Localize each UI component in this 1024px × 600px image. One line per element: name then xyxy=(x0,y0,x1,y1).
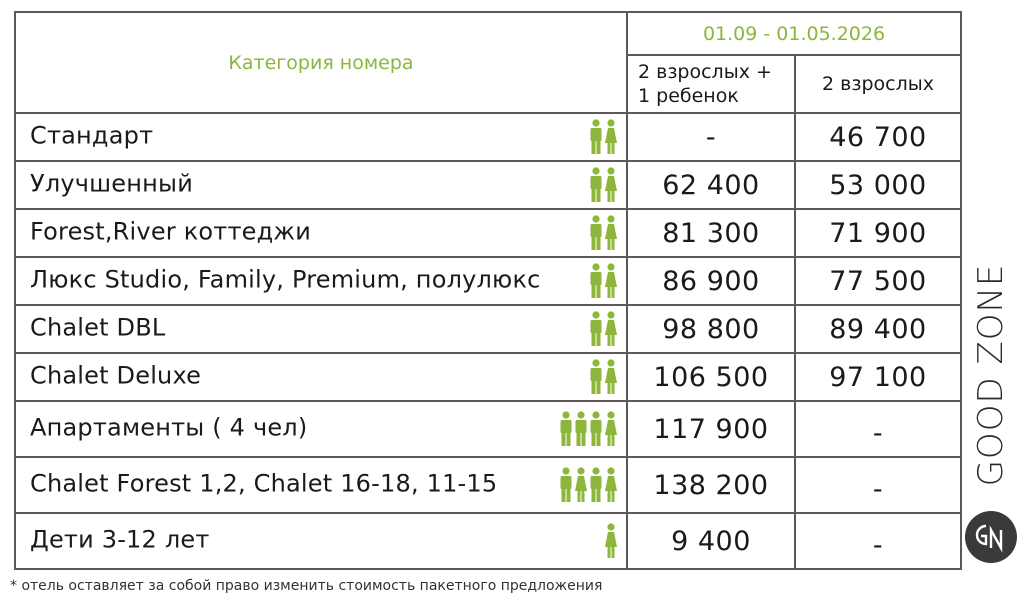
price-2-adults: - xyxy=(794,400,962,458)
table-row: Улучшенный 62 400 53 000 xyxy=(14,160,962,210)
male-person-icon xyxy=(589,263,603,299)
column-header-2-adults: 2 взрослых xyxy=(794,54,962,114)
price-2-adults-1-child: 117 900 xyxy=(626,400,796,458)
occupancy-icons xyxy=(559,467,618,503)
category-name: Chalet DBL xyxy=(30,313,166,342)
table-row: Дети 3-12 лет 9 400- xyxy=(14,512,962,570)
period-header: 01.09 - 01.05.2026 xyxy=(626,11,962,56)
occupancy-icons xyxy=(559,411,618,447)
occupancy-icons xyxy=(589,359,618,395)
male-person-icon xyxy=(589,411,603,447)
category-name: Стандарт xyxy=(30,121,154,150)
female-person-icon xyxy=(604,523,618,559)
price-2-adults: 71 900 xyxy=(794,208,962,258)
category-name: Forest,River коттеджи xyxy=(30,217,312,246)
occupancy-icons xyxy=(604,523,618,559)
price-2-adults: - xyxy=(794,456,962,514)
price-2-adults-1-child: 106 500 xyxy=(626,352,796,402)
male-person-icon xyxy=(589,311,603,347)
category-cell: Forest,River коттеджи xyxy=(14,208,628,258)
table-row: Chalet DBL 98 800 89 400 xyxy=(14,304,962,354)
price-2-adults: - xyxy=(794,512,962,570)
category-name: Chalet Deluxe xyxy=(30,361,202,390)
occupancy-icons xyxy=(589,311,618,347)
category-cell: Люкс Studio, Family, Premium, полулюкс xyxy=(14,256,628,306)
occupancy-icons xyxy=(589,263,618,299)
female-person-icon xyxy=(604,411,618,447)
price-2-adults: 46 700 xyxy=(794,112,962,162)
category-cell: Улучшенный xyxy=(14,160,628,210)
price-2-adults-1-child: 9 400 xyxy=(626,512,796,570)
male-person-icon xyxy=(589,359,603,395)
table-row: Chalet Forest 1,2, Chalet 16-18, 11-15 13… xyxy=(14,456,962,514)
category-cell: Апартаменты ( 4 чел) xyxy=(14,400,628,458)
male-person-icon xyxy=(559,467,573,503)
occupancy-icons xyxy=(589,167,618,203)
category-name: Апартаменты ( 4 чел) xyxy=(30,413,308,442)
column-header-2-adults-1-child: 2 взрослых + 1 ребенок xyxy=(626,54,796,114)
female-person-icon xyxy=(604,359,618,395)
female-person-icon xyxy=(604,119,618,155)
male-person-icon xyxy=(589,167,603,203)
category-name: Люкс Studio, Family, Premium, полулюкс xyxy=(30,265,541,294)
female-person-icon xyxy=(574,467,588,503)
category-cell: Chalet Deluxe xyxy=(14,352,628,402)
category-header: Категория номера xyxy=(14,11,628,114)
price-2-adults: 77 500 xyxy=(794,256,962,306)
price-2-adults: 97 100 xyxy=(794,352,962,402)
category-cell: Chalet Forest 1,2, Chalet 16-18, 11-15 xyxy=(14,456,628,514)
occupancy-icons xyxy=(589,119,618,155)
table-row: Стандарт -46 700 xyxy=(14,112,962,162)
footnote: * отель оставляет за собой право изменит… xyxy=(10,578,603,594)
male-person-icon xyxy=(559,411,573,447)
female-person-icon xyxy=(604,215,618,251)
male-person-icon xyxy=(589,119,603,155)
price-2-adults-1-child: 98 800 xyxy=(626,304,796,354)
female-person-icon xyxy=(604,263,618,299)
female-person-icon xyxy=(604,467,618,503)
category-cell: Chalet DBL xyxy=(14,304,628,354)
brand-wordmark: GOOD ZONE xyxy=(962,250,1020,500)
price-2-adults-1-child: 62 400 xyxy=(626,160,796,210)
price-2-adults-1-child: 86 900 xyxy=(626,256,796,306)
category-name: Chalet Forest 1,2, Chalet 16-18, 11-15 xyxy=(30,469,498,498)
table-row: Chalet Deluxe 106 500 97 100 xyxy=(14,352,962,402)
occupancy-icons xyxy=(589,215,618,251)
male-person-icon xyxy=(589,467,603,503)
male-person-icon xyxy=(574,411,588,447)
category-name: Дети 3-12 лет xyxy=(30,525,210,554)
price-2-adults: 53 000 xyxy=(794,160,962,210)
price-2-adults-1-child: 138 200 xyxy=(626,456,796,514)
brand-name: GOOD ZONE xyxy=(971,263,1011,487)
category-cell: Стандарт xyxy=(14,112,628,162)
column-header-line: 2 взрослых + xyxy=(638,61,772,83)
column-header-line: 1 ребенок xyxy=(638,85,739,107)
price-2-adults-1-child: - xyxy=(626,112,796,162)
table-row: Люкс Studio, Family, Premium, полулюкс 86… xyxy=(14,256,962,306)
table-row: Апартаменты ( 4 чел) 117 900- xyxy=(14,400,962,458)
female-person-icon xyxy=(604,167,618,203)
price-2-adults: 89 400 xyxy=(794,304,962,354)
price-2-adults-1-child: 81 300 xyxy=(626,208,796,258)
female-person-icon xyxy=(604,311,618,347)
male-person-icon xyxy=(589,215,603,251)
category-name: Улучшенный xyxy=(30,169,194,198)
price-table: Категория номера 01.09 - 01.05.2026 2 вз… xyxy=(14,11,962,570)
table-row: Forest,River коттеджи 81 300 71 900 xyxy=(14,208,962,258)
category-cell: Дети 3-12 лет xyxy=(14,512,628,570)
good-zone-logo-icon xyxy=(964,510,1018,564)
